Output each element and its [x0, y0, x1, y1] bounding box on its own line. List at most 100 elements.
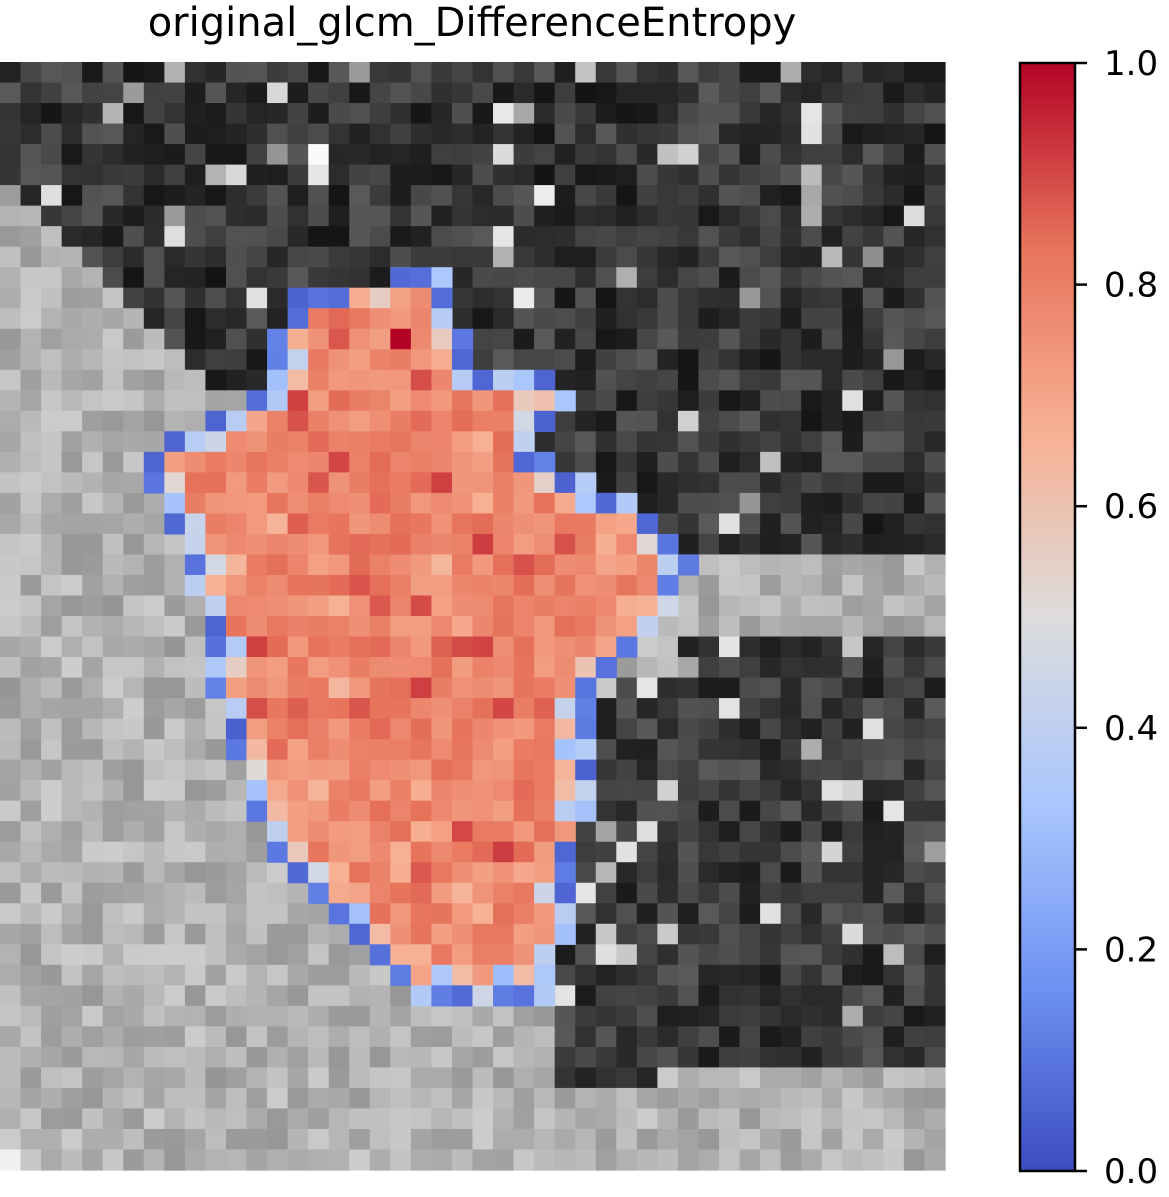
- background-pixel: [61, 903, 83, 925]
- overlay-pixel: [369, 718, 391, 740]
- background-pixel: [821, 267, 843, 289]
- overlay-pixel: [205, 636, 227, 658]
- background-pixel: [698, 944, 720, 966]
- background-pixel: [924, 821, 946, 843]
- background-pixel: [595, 1046, 617, 1069]
- background-pixel: [225, 964, 248, 986]
- background-pixel: [164, 267, 186, 289]
- background-pixel: [698, 431, 720, 453]
- overlay-pixel: [287, 533, 309, 556]
- background-pixel: [0, 1005, 22, 1027]
- background-pixel: [554, 226, 576, 248]
- background-pixel: [0, 328, 22, 350]
- background-pixel: [164, 677, 186, 699]
- background-pixel: [883, 718, 905, 740]
- background-pixel: [328, 964, 350, 986]
- background-pixel: [862, 944, 884, 966]
- background-pixel: [164, 1087, 186, 1110]
- background-pixel: [883, 882, 905, 904]
- background-pixel: [924, 533, 946, 556]
- overlay-pixel: [595, 657, 617, 679]
- background-pixel: [143, 677, 165, 699]
- overlay-pixel: [349, 328, 371, 350]
- background-pixel: [82, 103, 104, 125]
- background-pixel: [123, 451, 145, 473]
- background-pixel: [164, 964, 186, 986]
- background-pixel: [636, 780, 658, 802]
- background-pixel: [698, 616, 720, 638]
- background-pixel: [61, 985, 83, 1007]
- background-pixel: [20, 657, 42, 679]
- background-pixel: [657, 800, 679, 822]
- background-pixel: [20, 308, 42, 330]
- overlay-pixel: [513, 780, 535, 802]
- overlay-pixel: [225, 451, 248, 473]
- background-pixel: [719, 287, 741, 309]
- background-pixel: [472, 185, 494, 207]
- background-pixel: [123, 185, 145, 207]
- background-pixel: [41, 554, 63, 576]
- background-pixel: [903, 123, 926, 145]
- background-pixel: [328, 144, 350, 166]
- background-pixel: [780, 923, 802, 945]
- background-pixel: [924, 1128, 946, 1151]
- background-pixel: [862, 1026, 884, 1048]
- background-pixel: [451, 1026, 474, 1048]
- background-pixel: [123, 103, 145, 125]
- background-pixel: [205, 123, 227, 145]
- background-pixel: [143, 431, 165, 453]
- background-pixel: [82, 800, 104, 822]
- background-pixel: [883, 574, 905, 597]
- background-pixel: [308, 226, 330, 248]
- background-pixel: [205, 718, 227, 740]
- background-pixel: [472, 226, 494, 248]
- overlay-pixel: [493, 533, 515, 556]
- overlay-pixel: [349, 554, 371, 576]
- background-pixel: [760, 144, 782, 166]
- background-pixel: [821, 800, 843, 822]
- background-pixel: [184, 759, 207, 781]
- background-pixel: [61, 533, 83, 556]
- background-pixel: [575, 226, 597, 248]
- background-pixel: [636, 431, 658, 453]
- background-pixel: [698, 328, 720, 350]
- background-pixel: [0, 103, 22, 125]
- background-pixel: [143, 1046, 165, 1069]
- background-pixel: [903, 185, 926, 207]
- background-pixel: [903, 410, 926, 432]
- background-pixel: [143, 185, 165, 207]
- overlay-pixel: [328, 759, 350, 781]
- background-pixel: [267, 267, 289, 289]
- background-pixel: [616, 1128, 638, 1151]
- background-pixel: [225, 1046, 248, 1069]
- background-pixel: [801, 698, 823, 720]
- background-pixel: [801, 882, 823, 904]
- background-pixel: [842, 882, 864, 904]
- background-pixel: [102, 144, 124, 166]
- background-pixel: [225, 82, 248, 104]
- background-pixel: [164, 718, 186, 740]
- background-pixel: [739, 328, 761, 350]
- overlay-pixel: [513, 985, 535, 1007]
- background-pixel: [780, 862, 802, 884]
- background-pixel: [801, 328, 823, 350]
- overlay-pixel: [410, 451, 433, 473]
- overlay-pixel: [410, 554, 433, 576]
- background-pixel: [842, 205, 864, 227]
- overlay-pixel: [410, 821, 433, 843]
- background-pixel: [821, 328, 843, 350]
- background-pixel: [61, 923, 83, 945]
- overlay-pixel: [575, 739, 597, 761]
- background-pixel: [862, 964, 884, 986]
- background-pixel: [575, 164, 597, 186]
- background-pixel: [246, 226, 268, 248]
- background-pixel: [903, 554, 926, 576]
- overlay-pixel: [184, 574, 207, 597]
- background-pixel: [677, 533, 700, 556]
- background-pixel: [184, 1067, 207, 1089]
- background-pixel: [61, 103, 83, 125]
- background-pixel: [20, 62, 42, 84]
- background-pixel: [554, 62, 576, 84]
- background-pixel: [780, 144, 802, 166]
- background-pixel: [677, 636, 700, 658]
